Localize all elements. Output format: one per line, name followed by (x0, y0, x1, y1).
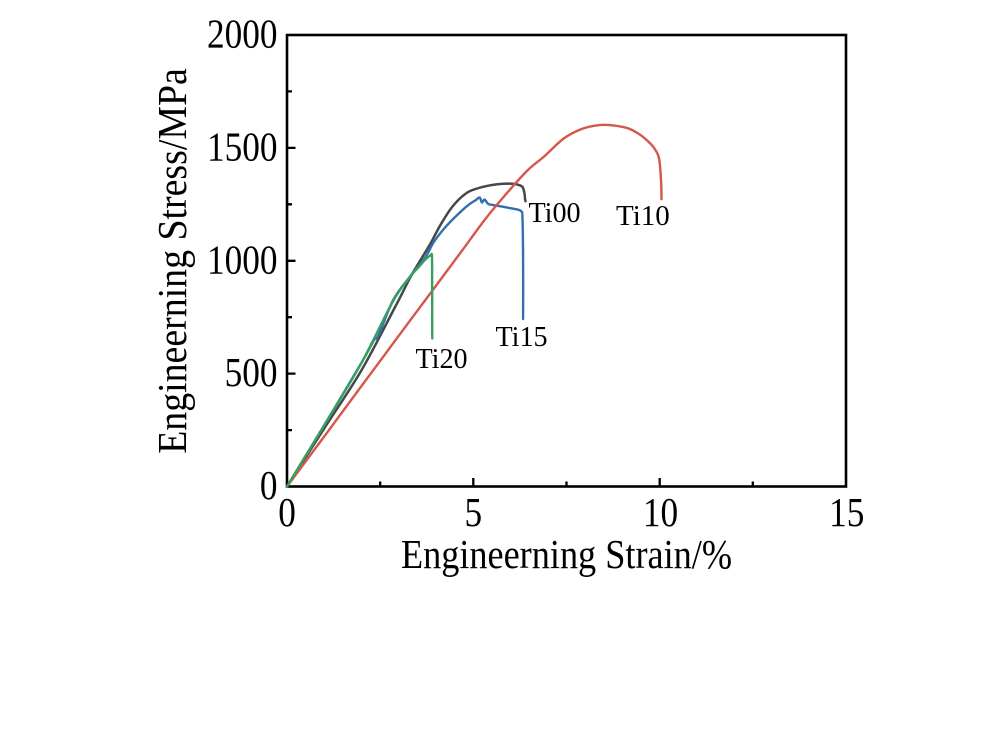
svg-text:Engineerning Stress/MPa: Engineerning Stress/MPa (150, 68, 196, 454)
svg-text:500: 500 (225, 351, 278, 396)
svg-text:Engineerning Strain/%: Engineerning Strain/% (401, 533, 732, 578)
svg-text:10: 10 (643, 491, 678, 536)
svg-text:1500: 1500 (207, 125, 277, 170)
svg-text:15: 15 (829, 491, 864, 536)
svg-text:Ti00: Ti00 (529, 198, 581, 229)
svg-text:0: 0 (278, 491, 296, 536)
svg-text:1000: 1000 (207, 238, 277, 283)
svg-text:Ti10: Ti10 (616, 200, 670, 232)
svg-text:Ti15: Ti15 (496, 322, 548, 353)
svg-text:5: 5 (465, 491, 483, 536)
svg-text:0: 0 (260, 464, 278, 509)
svg-text:2000: 2000 (207, 12, 277, 57)
svg-text:Ti20: Ti20 (416, 344, 468, 375)
